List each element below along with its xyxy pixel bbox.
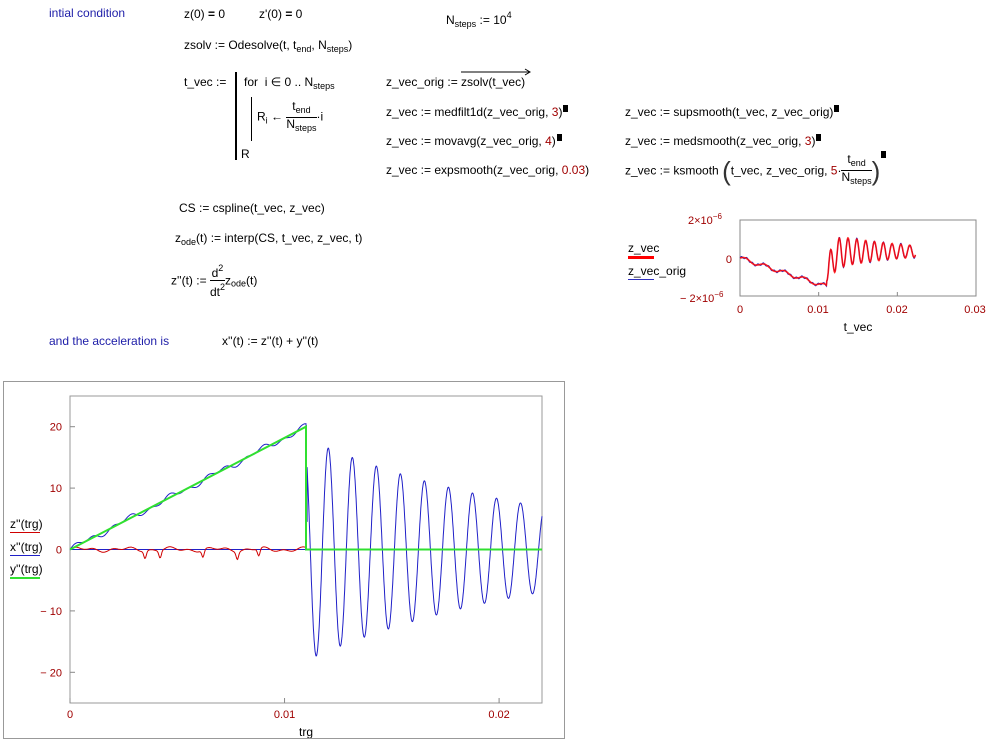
disabled-marker-icon bbox=[556, 134, 562, 141]
disabled-marker-icon bbox=[834, 105, 840, 112]
x-axis-label: trg bbox=[299, 725, 313, 738]
program-bar bbox=[235, 72, 237, 160]
y-tick-label: 10 bbox=[50, 483, 62, 495]
eq-tvec-lhs[interactable]: t_vec := bbox=[184, 75, 227, 89]
legend-xpp: x''(trg) bbox=[10, 540, 43, 556]
vectorize-operator: zsolv(t_vec) bbox=[461, 68, 532, 89]
eq-zsolv[interactable]: zsolv := Odesolve(t, tend, Nsteps) bbox=[184, 38, 353, 54]
eq-nsteps[interactable]: Nsteps := 104 bbox=[446, 10, 512, 29]
program-for-line[interactable]: for i ∈ 0 .. Nsteps bbox=[244, 75, 335, 91]
disabled-marker-icon bbox=[816, 134, 822, 141]
eq-expsmooth[interactable]: z_vec := expsmooth(z_vec_orig, 0.03) bbox=[386, 163, 590, 177]
small-legend-z-vec: z_vec bbox=[628, 241, 659, 259]
eq-zode[interactable]: zode(t) := interp(CS, t_vec, z_vec, t) bbox=[175, 231, 363, 247]
legend-swatch bbox=[628, 256, 654, 259]
program-return[interactable]: R bbox=[241, 147, 250, 161]
legend-zpp: z''(trg) bbox=[10, 517, 43, 533]
small-xtick-3: 0.03 bbox=[964, 304, 985, 316]
eq-supsmooth[interactable]: z_vec := supsmooth(t_vec, z_vec_orig) bbox=[625, 105, 840, 119]
y-tick-label: − 10 bbox=[40, 606, 62, 618]
program-inner-bar bbox=[251, 97, 252, 141]
fraction: tend Nsteps bbox=[286, 99, 317, 133]
main-plot: 20 10 0 − 10 − 20 0 0.01 0.02 trg bbox=[40, 395, 543, 738]
small-xtick-0: 0 bbox=[737, 304, 743, 316]
small-plot: 2×10−6 0 − 2×10−6 0 0.01 0.02 0.03 t_vec bbox=[680, 212, 986, 334]
small-xtick-2: 0.02 bbox=[886, 304, 907, 316]
initial-condition-label: intial condition bbox=[49, 6, 126, 20]
eq-dz0[interactable]: z'(0) = 0 bbox=[259, 7, 303, 21]
small-plot-region[interactable]: z_vec z_vec_orig 2×10−6 0 − 2×10−6 0 0.0… bbox=[620, 212, 990, 337]
legend-swatch bbox=[10, 555, 40, 556]
eq-movavg[interactable]: z_vec := movavg(z_vec_orig, 4) bbox=[386, 134, 562, 148]
vectorize-arrow bbox=[461, 68, 532, 76]
legend-swatch bbox=[10, 577, 40, 579]
small-ytick-bottom: − 2×10−6 bbox=[680, 290, 724, 305]
eq-z0[interactable]: z(0) = 0 bbox=[184, 7, 226, 21]
disabled-marker-icon bbox=[563, 105, 569, 112]
y-tick-label: 20 bbox=[50, 422, 62, 434]
small-xtick-1: 0.01 bbox=[807, 304, 828, 316]
small-xlabel: t_vec bbox=[844, 320, 873, 334]
eq-medfilt[interactable]: z_vec := medfilt1d(z_vec_orig, 3) bbox=[386, 105, 569, 119]
eq-xpp[interactable]: x''(t) := z''(t) + y''(t) bbox=[222, 334, 319, 348]
eq-zpp[interactable]: z''(t) := d2 dt2 zode(t) bbox=[171, 263, 258, 299]
x-tick-label: 0.01 bbox=[274, 709, 295, 721]
y-tick-label: 0 bbox=[56, 545, 62, 557]
series-xpp bbox=[69, 423, 543, 657]
series-zpp bbox=[69, 546, 307, 561]
acceleration-label: and the acceleration is bbox=[49, 334, 170, 348]
derivative-fraction: d2 dt2 bbox=[209, 263, 225, 299]
legend-ypp: y''(trg) bbox=[10, 562, 43, 579]
fraction: tend Nsteps bbox=[841, 152, 872, 186]
eq-medsmooth[interactable]: z_vec := medsmooth(z_vec_orig, 3) bbox=[625, 134, 822, 148]
small-plot-frame bbox=[739, 219, 977, 297]
small-ytick-zero: 0 bbox=[726, 254, 732, 266]
small-series-z-vec bbox=[739, 236, 917, 287]
eq-ksmooth[interactable]: z_vec := ksmooth (t_vec, z_vec_orig, 5· … bbox=[625, 151, 887, 188]
small-ytick-top: 2×10−6 bbox=[688, 212, 722, 227]
program-assign-line[interactable]: Ri ← tend Nsteps ·i bbox=[257, 99, 324, 134]
legend-swatch bbox=[628, 279, 654, 280]
y-tick-label: − 20 bbox=[40, 667, 62, 679]
x-tick-label: 0.02 bbox=[488, 709, 509, 721]
eq-cspline[interactable]: CS := cspline(t_vec, z_vec) bbox=[179, 201, 325, 215]
small-legend-z-vec-orig: z_vec_orig bbox=[628, 264, 687, 280]
disabled-marker-icon bbox=[881, 151, 887, 158]
main-plot-region[interactable]: 20 10 0 − 10 − 20 0 0.01 0.02 trg z''(trg) x''(… bbox=[3, 381, 565, 739]
eq-zvec-orig[interactable]: z_vec_orig := zsolv(t_vec) bbox=[386, 68, 532, 89]
x-tick-label: 0 bbox=[67, 709, 73, 721]
series-ypp bbox=[69, 425, 542, 551]
legend-swatch bbox=[10, 532, 40, 533]
